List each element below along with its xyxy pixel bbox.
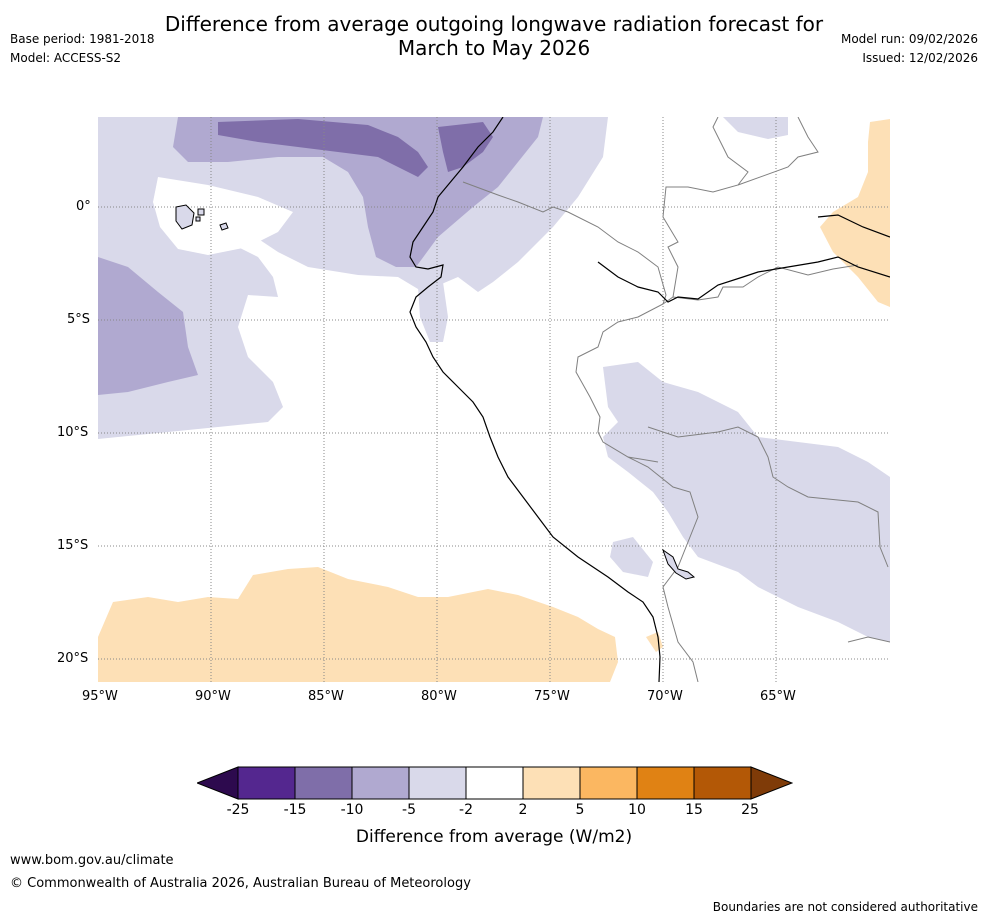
map-title: Difference from average outgoing longwav… bbox=[0, 12, 988, 60]
colorbar-tick-25: 25 bbox=[741, 802, 759, 818]
colorbar-cell-5 bbox=[465, 766, 524, 800]
title-line-1: Difference from average outgoing longwav… bbox=[164, 12, 824, 36]
colorbar bbox=[195, 766, 794, 800]
map-svg bbox=[98, 117, 890, 682]
colorbar-tick-minus5: -5 bbox=[402, 802, 416, 818]
colorbar-tick-2: 2 bbox=[518, 802, 528, 818]
lat-label-0: 0° bbox=[76, 199, 91, 214]
colorbar-cell-8 bbox=[636, 766, 695, 800]
colorbar-tick-minus25: -25 bbox=[226, 802, 250, 818]
model-run: Model run: 09/02/2026 bbox=[840, 32, 978, 46]
colorbar-tick-minus2: -2 bbox=[459, 802, 473, 818]
footer-disclaimer: Boundaries are not considered authoritat… bbox=[712, 900, 978, 914]
colorbar-title: Difference from average (W/m2) bbox=[355, 827, 633, 847]
colorbar-cell-7 bbox=[579, 766, 638, 800]
colorbar-tick-minus10: -10 bbox=[340, 802, 364, 818]
footer-url[interactable]: www.bom.gov.au/climate bbox=[10, 853, 174, 868]
lake-titicaca bbox=[662, 548, 696, 580]
lon-label-95w: 95°W bbox=[82, 689, 118, 704]
anomaly-region-orange-small bbox=[646, 632, 663, 652]
graticule bbox=[98, 117, 890, 682]
lon-label-65w: 65°W bbox=[760, 689, 796, 704]
colorbar-cell-highest bbox=[750, 766, 794, 800]
anomaly-region-orange-ne bbox=[820, 119, 890, 307]
lat-label-5s: 5°S bbox=[67, 312, 91, 327]
colorbar-cell-4 bbox=[408, 766, 467, 800]
footer-copyright: © Commonwealth of Australia 2026, Austra… bbox=[10, 876, 471, 891]
country-borders bbox=[462, 117, 890, 682]
anomaly-region-dark-purple bbox=[218, 119, 493, 177]
anomaly-region-light-purple-galapagos bbox=[153, 177, 293, 255]
lon-label-85w: 85°W bbox=[308, 689, 344, 704]
title-line-2: March to May 2026 bbox=[397, 36, 591, 60]
model-name: Model: ACCESS-S2 bbox=[10, 51, 122, 65]
base-period: Base period: 1981-2018 bbox=[10, 32, 155, 46]
colorbar-cell-1 bbox=[237, 766, 296, 800]
colorbar-cell-6 bbox=[522, 766, 581, 800]
lat-label-10s: 10°S bbox=[57, 425, 89, 440]
colorbar-cell-9 bbox=[693, 766, 752, 800]
lon-label-70w: 70°W bbox=[647, 689, 683, 704]
colorbar-cell-2 bbox=[294, 766, 353, 800]
lon-label-75w: 75°W bbox=[534, 689, 570, 704]
colorbar-svg bbox=[195, 766, 794, 800]
colorbar-tick-minus15: -15 bbox=[283, 802, 307, 818]
anomaly-region-light-purple-coast bbox=[418, 282, 448, 342]
coastline bbox=[409, 117, 890, 682]
colorbar-tick-10: 10 bbox=[628, 802, 646, 818]
issued-date: Issued: 12/02/2026 bbox=[862, 51, 978, 65]
colorbar-cell-lowest bbox=[195, 766, 239, 800]
lon-label-90w: 90°W bbox=[195, 689, 231, 704]
lon-label-80w: 80°W bbox=[421, 689, 457, 704]
anomaly-region-light-purple-peru bbox=[610, 537, 653, 577]
lat-label-15s: 15°S bbox=[57, 538, 89, 553]
anomaly-region-light-purple-ne bbox=[723, 117, 788, 139]
colorbar-cell-3 bbox=[351, 766, 410, 800]
anomaly-region-medium-purple-west bbox=[98, 257, 198, 395]
map-panel bbox=[98, 117, 890, 682]
galapagos-islands bbox=[175, 204, 229, 231]
lat-label-20s: 20°S bbox=[57, 651, 89, 666]
colorbar-tick-5: 5 bbox=[575, 802, 585, 818]
colorbar-tick-15: 15 bbox=[685, 802, 703, 818]
anomaly-region-orange-south bbox=[98, 567, 618, 682]
anomaly-region-light-purple-amazon bbox=[603, 362, 890, 642]
